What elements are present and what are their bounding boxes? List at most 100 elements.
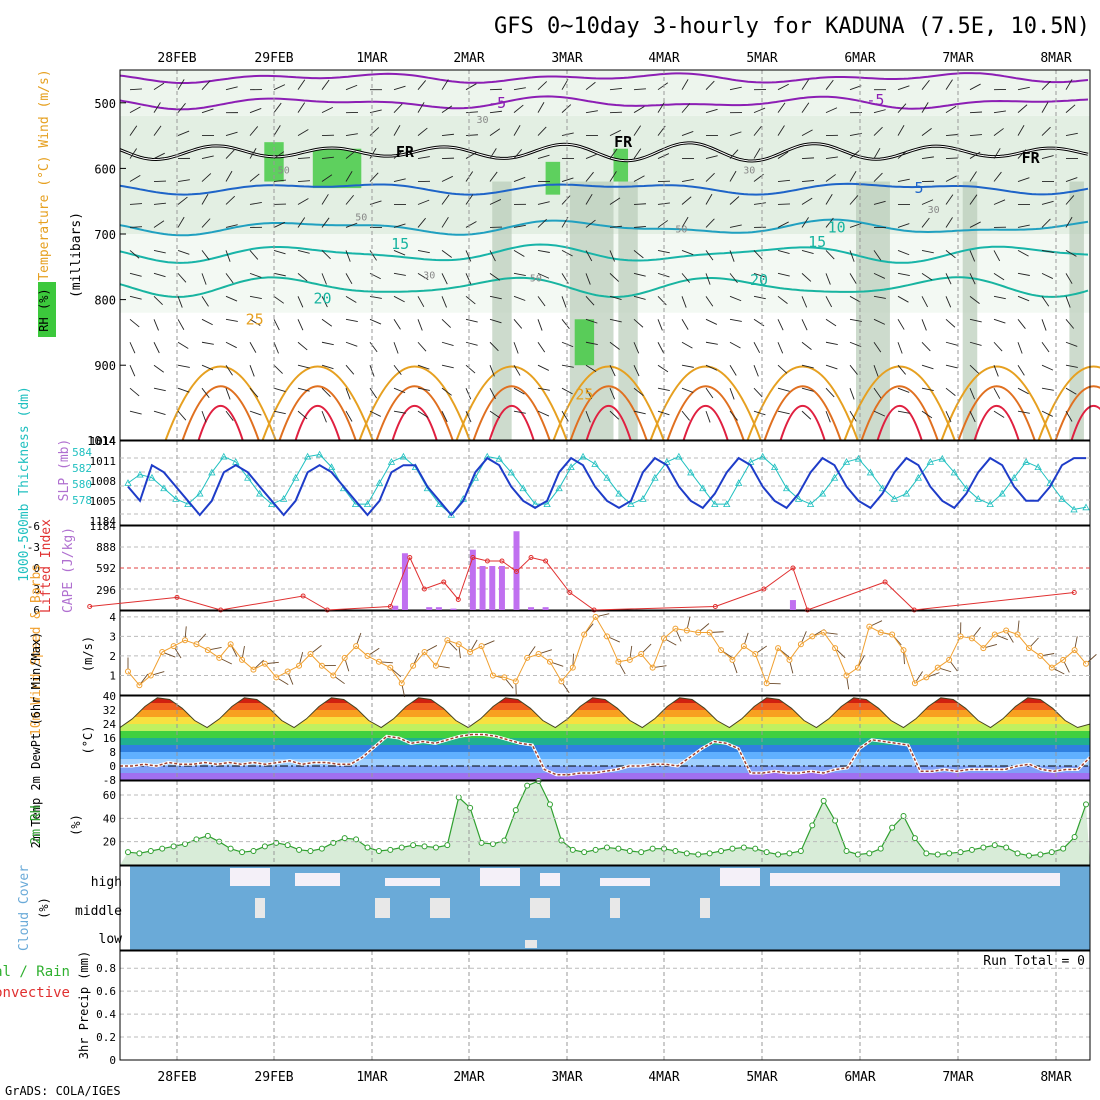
wind-barb (657, 410, 670, 416)
rh-legend-swatch (38, 282, 56, 337)
wind-barb (945, 105, 957, 114)
wind-barb (153, 180, 167, 182)
cloud-high-gap (385, 878, 440, 886)
contour-label: 10 (828, 218, 846, 236)
wind-barb (897, 387, 910, 393)
wind-barb (345, 341, 358, 347)
date-label-bottom: 29FEB (254, 1070, 293, 1085)
wind-barb (729, 410, 738, 421)
wind-barb (369, 147, 377, 159)
lifted-point (567, 590, 573, 595)
wind-barb (297, 102, 306, 113)
wind-barb (753, 202, 766, 205)
wind-barb (945, 364, 958, 369)
wind-barb (513, 295, 526, 301)
wind-barb (1017, 177, 1030, 182)
wind-barb (537, 81, 548, 91)
wind-barb (441, 273, 448, 285)
wind-barb (1065, 387, 1077, 395)
cloud-level-middle: middle (75, 904, 122, 919)
wind-barb (1065, 104, 1076, 113)
cloud-high-gap (540, 873, 560, 886)
wind-barb (225, 295, 238, 302)
rh2m-point (581, 849, 588, 856)
thickness-point (782, 484, 791, 492)
wind-barb (537, 154, 550, 159)
wind-barb (201, 173, 212, 182)
contour-label: -5 (488, 94, 506, 112)
wind-barb (897, 342, 903, 354)
wind-barb (129, 295, 142, 300)
thickness-point (794, 495, 803, 502)
slp-tick: 1014 (90, 435, 117, 448)
wind-barb (681, 387, 694, 393)
wind-barb (705, 273, 711, 285)
cloud-middle-gap (375, 898, 390, 918)
rh2m-point (1048, 849, 1055, 856)
wind-barb (465, 111, 479, 114)
rh2m-point (797, 848, 804, 854)
wind-barb (393, 364, 402, 375)
wind-barb (369, 365, 375, 377)
wind-barb (585, 81, 596, 91)
wind-barb (849, 295, 861, 303)
rh2m-point (1025, 852, 1032, 859)
wind-barb (393, 342, 399, 354)
wind-barb (297, 79, 306, 90)
precip-tick: 0.2 (96, 1031, 116, 1044)
pressure-tick-label: 900 (94, 359, 116, 373)
wind-barb (729, 318, 742, 322)
wind-barb (441, 341, 454, 346)
wind-barb (849, 250, 855, 262)
wind-barb (1041, 102, 1049, 113)
wind-barb (225, 410, 234, 421)
date-label-top: 7MAR (942, 51, 973, 66)
wind-barb (561, 319, 570, 330)
cape-axis-label: CAPE (J/kg) (61, 527, 76, 613)
cloud-unit-label: (%) (37, 897, 51, 919)
lifted-tick: 0 (33, 562, 40, 575)
wind-barb (489, 148, 497, 159)
wind-barb (633, 342, 640, 354)
wind-barb (729, 388, 735, 400)
wind-barb (969, 388, 976, 400)
wind-barb (1041, 364, 1054, 371)
wind-barb (201, 155, 214, 160)
wind-barb (321, 387, 331, 397)
contour-35 (488, 405, 535, 441)
wind-barb (585, 219, 596, 228)
thickness-point (974, 495, 982, 502)
wind-barb (417, 127, 428, 136)
wind-barb (225, 149, 235, 159)
wind-barb (489, 387, 496, 400)
temp-band (120, 703, 1090, 710)
wind-barb (657, 296, 667, 306)
wind-barb (417, 319, 423, 331)
wind-barb (441, 318, 451, 328)
date-label-top: 4MAR (648, 51, 679, 66)
wind-barb (681, 216, 689, 228)
rh2m-point (809, 822, 816, 829)
temp-band (120, 773, 1090, 780)
wind-barb (921, 156, 934, 160)
wind-tick: 3 (109, 630, 116, 643)
temp-tick: 16 (103, 732, 116, 745)
wind-barb (705, 341, 718, 345)
rh2m-point (957, 849, 964, 856)
wind-barb (753, 250, 763, 260)
wind-barb (369, 410, 381, 417)
wind-barb (297, 319, 304, 331)
wind-barb (249, 387, 259, 398)
wind-barb (897, 410, 910, 414)
thickness-point (399, 452, 408, 460)
contour-30 (569, 385, 648, 441)
thickness-point (950, 468, 958, 476)
wind-barb (225, 250, 231, 262)
wind-barb (681, 341, 693, 349)
wind-barb (849, 150, 860, 159)
rh2m-point (946, 850, 953, 857)
wind-barb (417, 341, 427, 352)
wind-barb (777, 203, 791, 205)
wind-barb (1065, 364, 1078, 368)
thickness-tick: 578 (72, 494, 92, 507)
